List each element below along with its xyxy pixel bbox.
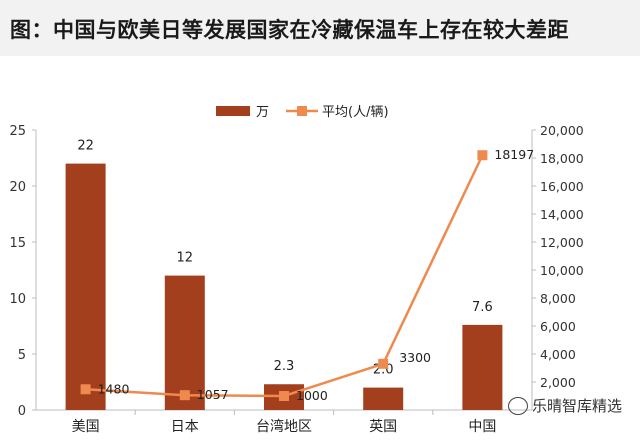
watermark: 乐晴智库精选 xyxy=(507,395,622,416)
bar xyxy=(363,387,404,410)
x-axis-tick-label: 美国 xyxy=(72,419,100,435)
bar-data-label: 12 xyxy=(177,251,194,266)
legend-bar-label: 万 xyxy=(256,105,269,120)
line-point xyxy=(477,150,488,161)
chart-title: 图：中国与欧美日等发展国家在冷藏保温车上存在较大差距 xyxy=(10,18,569,42)
left-axis-tick-label: 25 xyxy=(9,124,26,139)
line-data-label: 1480 xyxy=(98,381,130,396)
right-axis-tick-label: 2,000 xyxy=(540,375,576,390)
legend-bar-swatch xyxy=(216,106,250,116)
bar xyxy=(65,163,106,410)
bar xyxy=(462,324,503,410)
watermark-text: 乐晴智库精选 xyxy=(531,397,622,415)
wechat-icon xyxy=(507,396,528,415)
line-data-label: 1057 xyxy=(197,387,229,402)
left-axis-tick-label: 10 xyxy=(9,292,26,307)
title-bar xyxy=(0,0,640,56)
right-axis-tick-label: 6,000 xyxy=(540,319,576,334)
bar xyxy=(164,275,205,410)
left-axis-tick-label: 5 xyxy=(18,348,26,363)
line-data-label: 3300 xyxy=(399,350,431,365)
line-point xyxy=(80,384,91,395)
line-data-label: 1000 xyxy=(296,388,328,403)
x-axis-tick-label: 台湾地区 xyxy=(256,418,312,435)
x-axis-tick-label: 中国 xyxy=(468,419,496,435)
right-axis-tick-label: 8,000 xyxy=(540,291,576,306)
right-axis-tick-label: 10,000 xyxy=(540,263,584,278)
bar-data-label: 2.3 xyxy=(274,359,295,374)
right-axis-tick-label: 20,000 xyxy=(540,123,584,138)
right-axis-tick-label: 12,000 xyxy=(540,235,584,250)
line-point xyxy=(378,358,389,369)
x-axis-tick-label: 英国 xyxy=(369,418,397,435)
left-axis-tick-label: 20 xyxy=(9,180,26,195)
right-axis-tick-label: 4,000 xyxy=(540,347,576,362)
right-axis-tick-label: 16,000 xyxy=(540,179,584,194)
bar-data-label: 22 xyxy=(77,139,94,154)
legend-line-marker xyxy=(297,106,307,116)
bar-data-label: 7.6 xyxy=(472,300,493,315)
right-axis-tick-label: 14,000 xyxy=(540,207,584,222)
line-point xyxy=(179,390,190,401)
line-point xyxy=(279,391,289,401)
left-axis-tick-label: 0 xyxy=(18,404,26,419)
right-axis-tick-label: 18,000 xyxy=(540,151,584,166)
left-axis-tick-label: 15 xyxy=(9,236,26,251)
legend-line-label: 平均(人/辆) xyxy=(322,105,389,120)
x-axis-tick-label: 日本 xyxy=(171,419,199,435)
line-data-label: 18197 xyxy=(494,147,534,162)
